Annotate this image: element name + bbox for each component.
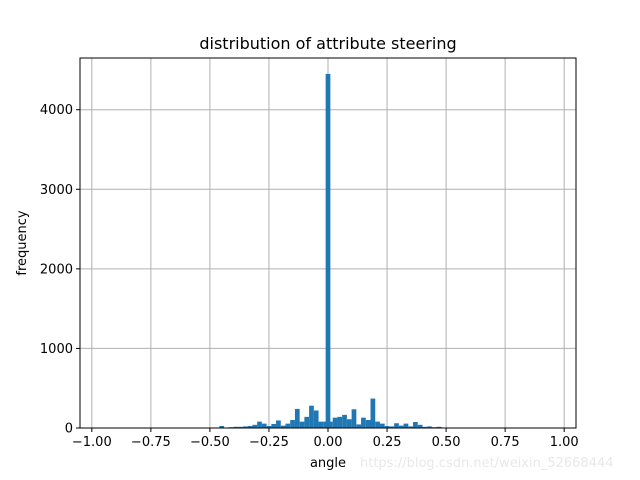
x-tick-label: −0.50 [190, 435, 230, 450]
histogram-bar [313, 410, 319, 428]
histogram-bar [356, 424, 362, 428]
chart-title: distribution of attribute steering [199, 34, 456, 53]
histogram-bar [257, 421, 262, 428]
histogram-bar [370, 398, 376, 428]
y-tick-label: 3000 [40, 183, 73, 198]
y-tick-label: 0 [65, 422, 73, 437]
histogram-bar [337, 416, 343, 428]
x-tick-label: −0.25 [249, 435, 289, 450]
histogram-bar [351, 409, 357, 428]
histogram-bar [290, 420, 295, 428]
histogram-bar [361, 417, 366, 428]
watermark-text: https://blog.csdn.net/weixin_52668444 [360, 456, 614, 471]
histogram-bar [276, 420, 281, 428]
histogram-bar [285, 423, 291, 428]
histogram-bar [389, 426, 395, 428]
y-tick-label: 4000 [40, 103, 73, 118]
y-tick-label: 2000 [40, 262, 73, 277]
y-axis-label: frequency [15, 210, 30, 276]
histogram-bar [299, 421, 305, 428]
histogram-bar [427, 426, 432, 428]
histogram-bar [346, 419, 352, 428]
x-tick-label: 0.50 [432, 435, 461, 450]
histogram-bar [238, 426, 243, 428]
histogram-bar [294, 408, 300, 428]
ticks: −1.00 −0.75 −0.50 −0.25 0.00 0.25 0.50 0.75 1.00… [40, 103, 579, 450]
bars [214, 73, 447, 429]
histogram-bar [332, 417, 338, 428]
x-tick-label: −0.75 [131, 435, 171, 450]
x-tick-label: 0.75 [491, 435, 520, 450]
histogram-bar [219, 426, 225, 428]
histogram-bar [384, 426, 390, 428]
histogram-bar [375, 421, 380, 428]
histogram-bar [280, 425, 286, 428]
histogram-bar [242, 426, 248, 428]
histogram-bar [266, 426, 272, 428]
y-tick-label: 1000 [40, 342, 73, 357]
histogram-bar [379, 423, 385, 428]
histogram-bar [408, 426, 414, 428]
histogram-bar [398, 425, 404, 428]
histogram-bar [247, 426, 253, 428]
x-tick-label: 0.00 [314, 435, 343, 450]
x-tick-label: 0.25 [373, 435, 402, 450]
histogram-bar [271, 424, 277, 428]
histogram-bar [342, 414, 347, 428]
histogram-bar [233, 426, 239, 428]
histogram-bar [403, 423, 409, 428]
x-tick-label: 1.00 [550, 435, 579, 450]
histogram-bar [261, 423, 267, 428]
histogram-bar [309, 405, 314, 428]
histogram-bar [318, 421, 324, 428]
histogram-bar [304, 416, 310, 428]
x-axis-label: angle [310, 456, 346, 471]
histogram-bar [422, 426, 428, 428]
histogram-bar [365, 420, 371, 428]
histogram-bar [417, 424, 423, 428]
histogram-bar [394, 423, 399, 428]
histogram-bar [325, 73, 331, 429]
histogram-bar [413, 422, 418, 428]
histogram-bar [252, 424, 258, 428]
histogram-bar [328, 421, 333, 428]
histogram-bar [436, 426, 442, 428]
x-tick-label: −1.00 [72, 435, 112, 450]
